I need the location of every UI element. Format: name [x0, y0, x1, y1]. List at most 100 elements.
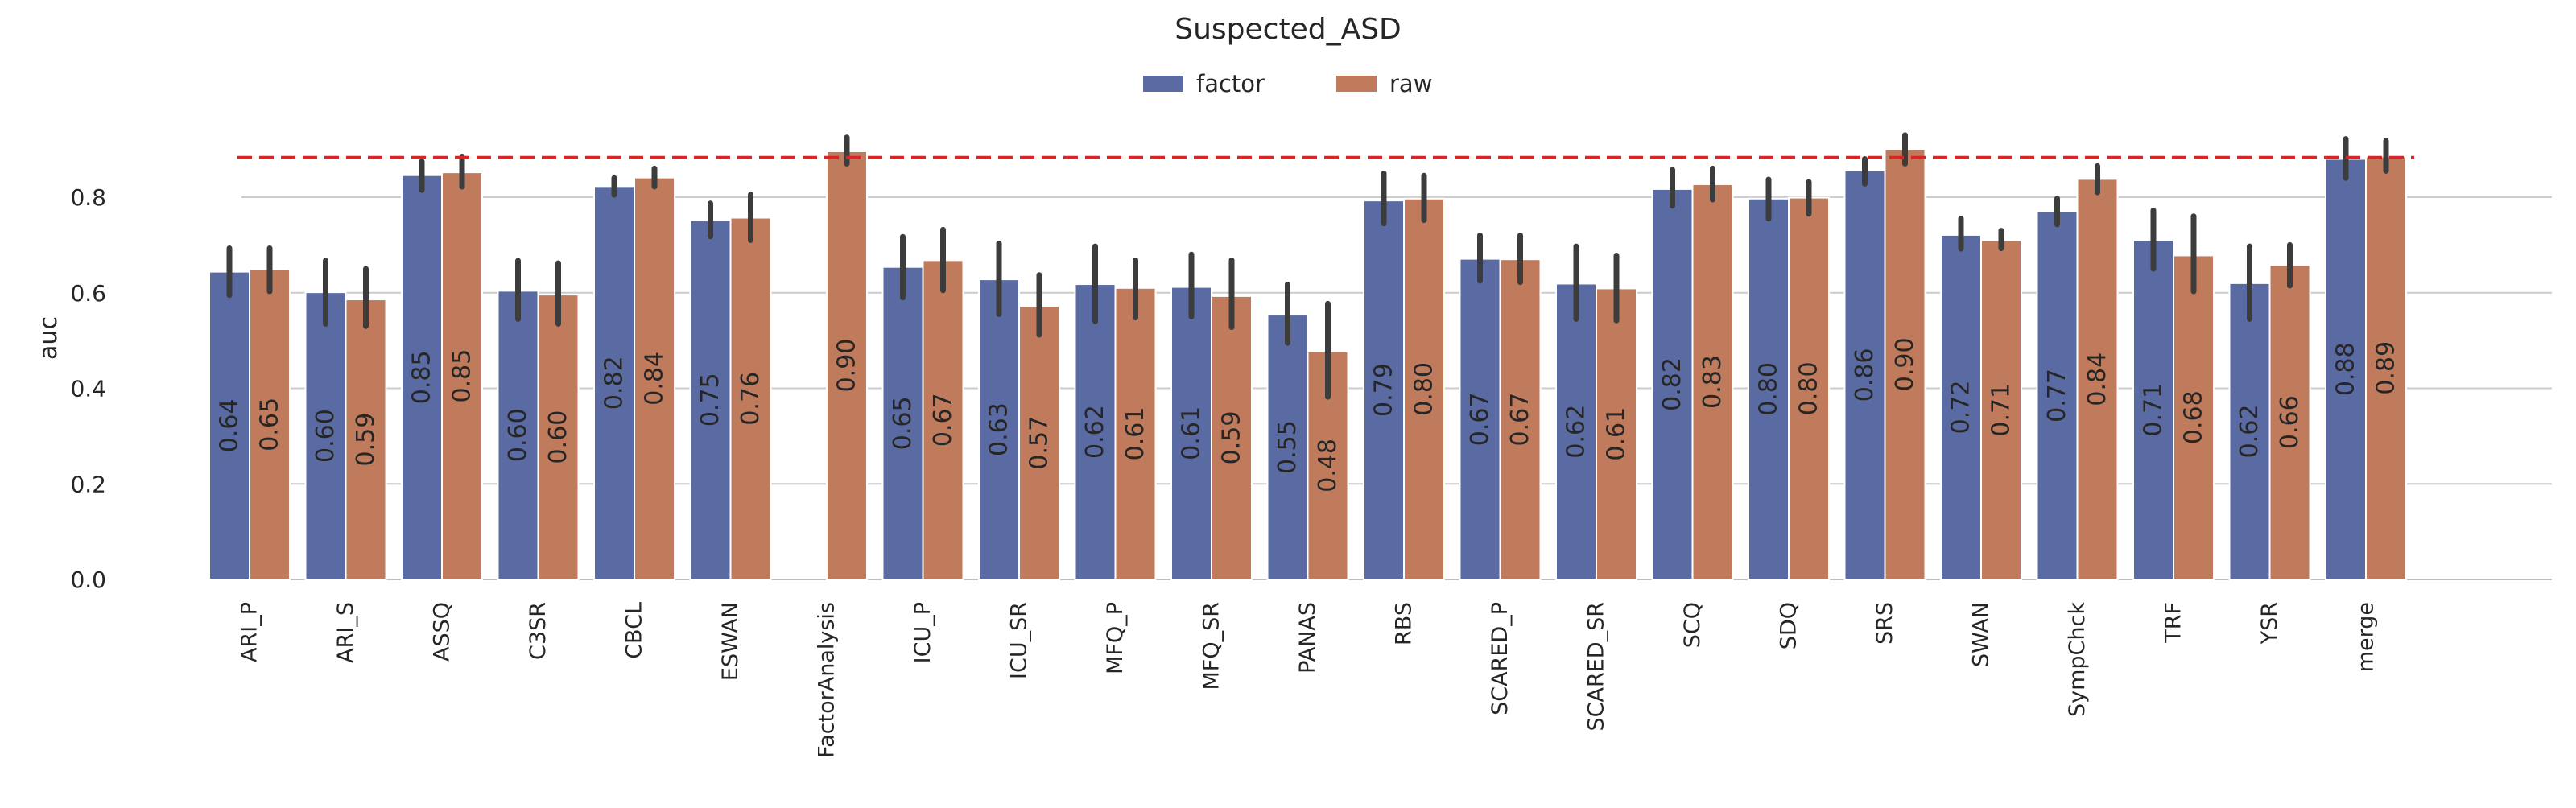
bar-value-label-factor: 0.75: [696, 373, 724, 427]
x-tick-label: SDQ: [1777, 602, 1802, 649]
bar-value-label-raw: 0.84: [641, 352, 669, 406]
bar-value-label-raw: 0.61: [1121, 407, 1150, 461]
x-tick-label: ASSQ: [430, 602, 455, 662]
x-tick-label: PANAS: [1295, 602, 1320, 674]
x-tick-label: SympChck: [2065, 602, 2090, 717]
bar-value-label-raw: 0.80: [1410, 362, 1439, 416]
bar-raw: [1691, 183, 1734, 580]
bar-value-label-factor: 0.77: [2043, 369, 2071, 423]
bar-value-label-raw: 0.85: [448, 349, 477, 403]
bar-value-label-factor: 0.62: [2235, 405, 2264, 459]
legend: factor raw: [1143, 70, 1432, 97]
bar-value-label-raw: 0.76: [737, 372, 765, 426]
x-tick-label: ARI_P: [237, 602, 262, 662]
x-tick-label: SCARED_SR: [1584, 602, 1609, 731]
bar-raw: [729, 216, 772, 580]
bar-value-label-factor: 0.85: [408, 350, 436, 404]
x-tick-label: MFQ_SR: [1199, 602, 1224, 690]
legend-swatch-factor: [1143, 76, 1183, 92]
bar-value-label-raw: 0.71: [1988, 383, 2016, 437]
bar-raw: [2076, 178, 2119, 580]
bar-factor: [497, 290, 539, 580]
bar-value-label-factor: 0.86: [1851, 348, 1879, 402]
bar-value-labels: 0.64 0.65 0.60 0.59 0.85 0.85 0.60 0.60 0.82 0.84…: [216, 337, 2401, 492]
bar-value-label-raw: 0.65: [256, 398, 284, 451]
bar-factor: [1748, 197, 1790, 580]
x-tick-labels: ARI_P ARI_S ASSQ C3SR CBCL ESWAN FactorAnalysi…: [237, 602, 2379, 758]
bar-value-label-factor: 0.62: [1563, 405, 1591, 459]
bar-value-label-raw: 0.68: [2180, 390, 2208, 444]
bar-factor: [1651, 188, 1694, 580]
y-tick-label: 0.4: [70, 376, 106, 402]
y-tick-label: 0.6: [70, 280, 106, 307]
bar-value-label-factor: 0.62: [1081, 405, 1109, 459]
bar-raw: [1211, 295, 1253, 580]
bar-raw: [1114, 287, 1157, 580]
bar-raw: [537, 294, 580, 580]
bar-factor: [1170, 286, 1212, 580]
bar-raw: [1499, 258, 1542, 580]
x-tick-label: TRF: [2161, 602, 2186, 644]
bar-factor: [1940, 233, 1982, 580]
bar-factor: [208, 270, 250, 580]
bar-raw: [826, 150, 868, 580]
bar-value-label-raw: 0.90: [1891, 337, 1919, 391]
bar-value-label-factor: 0.80: [1755, 362, 1783, 416]
bar-raw: [1596, 287, 1637, 580]
y-tick-label: 0.0: [70, 567, 106, 593]
bar-value-label-factor: 0.82: [601, 356, 629, 410]
x-tick-label: RBS: [1392, 602, 1417, 645]
bar-value-label-raw: 0.61: [1603, 407, 1631, 461]
y-tick-labels: 0.0 0.2 0.4 0.6 0.8: [70, 184, 106, 593]
bar-value-label-raw: 0.57: [1026, 416, 1054, 470]
bar-value-label-raw: 0.67: [929, 393, 957, 447]
bar-value-label-raw: 0.89: [2372, 341, 2401, 395]
legend-label-raw: raw: [1389, 70, 1432, 97]
bar-factor: [1459, 258, 1501, 580]
x-tick-label: SWAN: [1969, 602, 1994, 667]
bar-value-label-factor: 0.79: [1370, 363, 1398, 417]
bar-raw: [249, 268, 291, 580]
bar-value-label-raw: 0.67: [1506, 393, 1534, 447]
bar-value-label-raw: 0.84: [2083, 352, 2112, 406]
error-bars: [226, 132, 2389, 400]
x-tick-label: MFQ_P: [1103, 602, 1128, 674]
x-tick-label: ICU_SR: [1007, 602, 1032, 679]
bar-raw: [1018, 305, 1060, 580]
chart-title: Suspected_ASD: [1174, 13, 1402, 46]
bar-value-label-raw: 0.83: [1699, 355, 1727, 409]
bar-raw: [634, 176, 675, 580]
x-tick-label: ARI_S: [333, 602, 358, 663]
bar-raw: [1884, 148, 1926, 580]
x-tick-label: FactorAnalysis: [815, 602, 840, 758]
x-tick-label: SRS: [1872, 602, 1897, 645]
x-tick-label: merge: [2354, 602, 2379, 672]
legend-swatch-raw: [1336, 76, 1377, 92]
bar-value-label-factor: 0.82: [1658, 357, 1686, 411]
bar-value-label-factor: 0.64: [216, 398, 244, 452]
x-tick-label: SCARED_P: [1488, 602, 1513, 715]
bar-value-label-raw: 0.48: [1314, 439, 1342, 493]
bar-factor: [1266, 314, 1309, 580]
legend-label-factor: factor: [1196, 70, 1265, 97]
bar-raw: [1403, 197, 1445, 580]
bar-value-label-raw: 0.90: [833, 339, 861, 393]
x-tick-label: C3SR: [526, 602, 551, 660]
bar-value-label-raw: 0.60: [544, 410, 572, 464]
bar-value-label-raw: 0.80: [1795, 361, 1823, 415]
bar-value-label-factor: 0.71: [2140, 383, 2168, 437]
bar-value-label-factor: 0.65: [889, 396, 917, 450]
bar-raw: [922, 259, 964, 580]
bar-value-label-factor: 0.60: [312, 409, 340, 463]
bar-value-label-factor: 0.67: [1466, 392, 1494, 446]
x-tick-label: ESWAN: [718, 602, 743, 681]
bar-value-label-factor: 0.55: [1274, 420, 1302, 474]
bar-value-label-raw: 0.66: [2276, 395, 2304, 449]
bar-value-label-factor: 0.72: [1947, 381, 1975, 435]
bar-value-label-factor: 0.63: [985, 402, 1013, 456]
bar-factor: [593, 185, 635, 580]
x-tick-label: SCQ: [1680, 602, 1705, 648]
bars: [208, 148, 2407, 580]
